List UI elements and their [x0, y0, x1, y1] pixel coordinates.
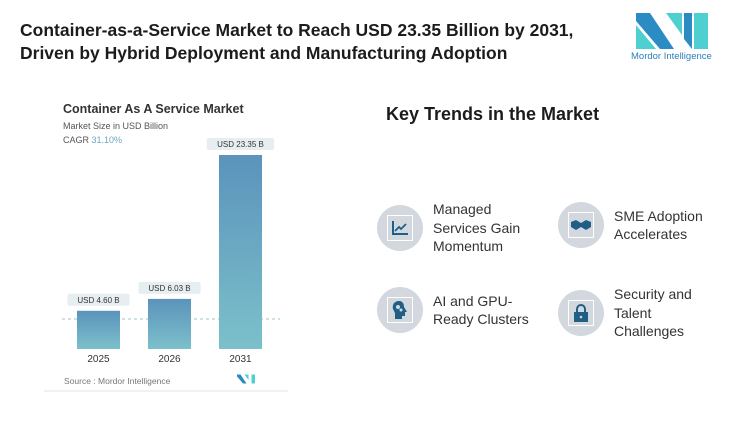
bar-2025: [77, 310, 120, 349]
trend-label: Security and Talent Challenges: [614, 286, 692, 339]
x-tick-label: 2031: [229, 354, 252, 365]
chart-up-icon: [387, 214, 413, 241]
data-label: USD 4.60 B: [77, 296, 119, 305]
handshake-icon: [568, 212, 594, 238]
mordor-small-logo-icon: [237, 374, 255, 384]
trend-item: Security and Talent Challenges: [558, 285, 724, 341]
trend-label: AI and GPU-Ready Clusters: [433, 292, 529, 328]
trends-heading: Key Trends in the Market: [386, 104, 600, 124]
data-label: USD 23.35 B: [217, 140, 264, 149]
bar-2026: [148, 298, 191, 349]
trend-item: Managed Services Gain Momentum: [377, 200, 543, 256]
head-gears-icon: [387, 297, 413, 323]
x-tick-label: 2026: [158, 354, 181, 365]
chart-title: Container As A Service Market: [63, 102, 244, 116]
chart-card: USD 4.60 B 2025 USD 6.03 B 2026 USD 23.35 B 2…: [44, 92, 288, 392]
data-label-bg: [67, 293, 130, 306]
cagr-label: CAGR: [63, 135, 90, 145]
x-tick-label: 2025: [87, 354, 110, 365]
trend-item: AI and GPU-Ready Clusters: [377, 287, 543, 333]
cagr-value: 31.10%: [91, 135, 123, 145]
trend-label: SME Adoption Accelerates: [614, 207, 703, 243]
chart-source: Source : Mordor Intelligence: [64, 376, 171, 386]
data-label: USD 6.03 B: [148, 284, 190, 293]
page-title: Container-as-a-Service Market to Reach U…: [20, 20, 574, 63]
bar-chart: USD 4.60 B 2025 USD 6.03 B 2026 USD 23.35 B 2…: [62, 138, 280, 365]
trend-label: Managed Services Gain Momentum: [433, 201, 521, 254]
data-label-bg: [206, 138, 275, 150]
chart-subtitle: Market Size in USD Billion: [63, 121, 169, 131]
mordor-logo-icon: [636, 13, 708, 49]
data-label-bg: [138, 281, 201, 294]
lock-icon: [568, 299, 594, 326]
cagr: CAGR 31.10%: [63, 135, 122, 145]
bar-2031: [219, 155, 262, 349]
trend-item: SME Adoption Accelerates: [558, 202, 724, 248]
logo-text: Mordor Intelligence: [631, 51, 712, 62]
